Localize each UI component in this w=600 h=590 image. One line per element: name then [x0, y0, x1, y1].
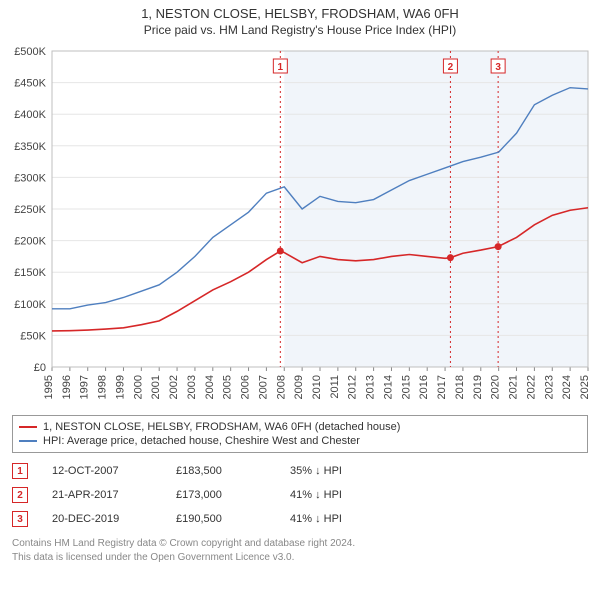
marker-table-badge: 2	[12, 487, 28, 503]
ytick-label: £200K	[14, 236, 46, 248]
marker-table-pct: 41% ↓ HPI	[290, 489, 342, 501]
xtick-label: 2018	[454, 375, 466, 399]
ytick-label: £0	[34, 362, 46, 374]
marker-table-date: 21-APR-2017	[52, 489, 152, 501]
xtick-label: 2015	[400, 375, 412, 399]
xtick-label: 2024	[561, 375, 573, 399]
xtick-label: 2007	[257, 375, 269, 399]
xtick-label: 2025	[579, 375, 591, 399]
marker-dot	[447, 254, 454, 261]
ytick-label: £450K	[14, 78, 46, 90]
legend-row: HPI: Average price, detached house, Ches…	[19, 434, 581, 448]
xtick-label: 2005	[222, 375, 234, 399]
xtick-label: 2009	[293, 375, 305, 399]
xtick-label: 2020	[490, 375, 502, 399]
ytick-label: £500K	[14, 46, 46, 58]
chart-area: £0 £50K £100K £150K £200K £250K £300K £350K £400…	[0, 41, 600, 407]
legend-swatch	[19, 426, 37, 428]
ytick-label: £250K	[14, 204, 46, 216]
marker-table-pct: 35% ↓ HPI	[290, 465, 342, 477]
marker-dot	[495, 243, 502, 250]
marker-table-row: 2 21-APR-2017 £173,000 41% ↓ HPI	[12, 483, 588, 507]
ytick-label: £400K	[14, 109, 46, 121]
footer-line-1: Contains HM Land Registry data © Crown c…	[12, 537, 588, 551]
legend: 1, NESTON CLOSE, HELSBY, FRODSHAM, WA6 0…	[12, 415, 588, 453]
marker-badge-number: 3	[495, 62, 501, 73]
marker-badge-number: 2	[448, 62, 454, 73]
ytick-label: £150K	[14, 267, 46, 279]
xtick-label: 1997	[79, 375, 91, 399]
xtick-label: 2004	[204, 375, 216, 399]
markers-table: 1 12-OCT-2007 £183,500 35% ↓ HPI 2 21-APR-201…	[12, 459, 588, 531]
marker-dot	[277, 248, 284, 255]
xtick-label: 2022	[525, 375, 537, 399]
footer-attribution: Contains HM Land Registry data © Crown c…	[12, 537, 588, 564]
xtick-label: 1995	[43, 375, 55, 399]
xtick-label: 2000	[132, 375, 144, 399]
xtick-label: 2010	[311, 375, 323, 399]
legend-label: HPI: Average price, detached house, Ches…	[43, 435, 360, 447]
chart-title: 1, NESTON CLOSE, HELSBY, FRODSHAM, WA6 0…	[0, 0, 600, 21]
marker-table-price: £173,000	[176, 489, 266, 501]
xtick-label: 2003	[186, 375, 198, 399]
ytick-label: £50K	[20, 330, 46, 342]
chart-svg: £0 £50K £100K £150K £200K £250K £300K £350K £400…	[0, 41, 600, 407]
footer-line-2: This data is licensed under the Open Gov…	[12, 551, 588, 565]
xtick-label: 2002	[168, 375, 180, 399]
marker-table-row: 3 20-DEC-2019 £190,500 41% ↓ HPI	[12, 507, 588, 531]
ytick-label: £300K	[14, 172, 46, 184]
legend-swatch	[19, 440, 37, 442]
xtick-label: 2012	[347, 375, 359, 399]
marker-table-date: 12-OCT-2007	[52, 465, 152, 477]
ytick-label: £350K	[14, 141, 46, 153]
xtick-label: 2011	[329, 375, 341, 399]
xtick-label: 2021	[508, 375, 520, 399]
marker-table-date: 20-DEC-2019	[52, 513, 152, 525]
xtick-label: 2016	[418, 375, 430, 399]
xtick-label: 2006	[240, 375, 252, 399]
legend-label: 1, NESTON CLOSE, HELSBY, FRODSHAM, WA6 0…	[43, 421, 400, 433]
xtick-label: 1998	[97, 375, 109, 399]
legend-row: 1, NESTON CLOSE, HELSBY, FRODSHAM, WA6 0…	[19, 420, 581, 434]
marker-table-price: £190,500	[176, 513, 266, 525]
marker-table-badge: 3	[12, 511, 28, 527]
xtick-label: 1999	[114, 375, 126, 399]
xtick-label: 2023	[543, 375, 555, 399]
xtick-label: 2008	[275, 375, 287, 399]
marker-table-badge: 1	[12, 463, 28, 479]
xtick-label: 2019	[472, 375, 484, 399]
xtick-label: 2013	[365, 375, 377, 399]
xtick-label: 1996	[61, 375, 73, 399]
marker-table-price: £183,500	[176, 465, 266, 477]
marker-badge-number: 1	[278, 62, 284, 73]
xtick-label: 2014	[382, 375, 394, 399]
xtick-label: 2017	[436, 375, 448, 399]
marker-table-pct: 41% ↓ HPI	[290, 513, 342, 525]
marker-table-row: 1 12-OCT-2007 £183,500 35% ↓ HPI	[12, 459, 588, 483]
xtick-label: 2001	[150, 375, 162, 399]
ytick-label: £100K	[14, 299, 46, 311]
chart-subtitle: Price paid vs. HM Land Registry's House …	[0, 21, 600, 41]
